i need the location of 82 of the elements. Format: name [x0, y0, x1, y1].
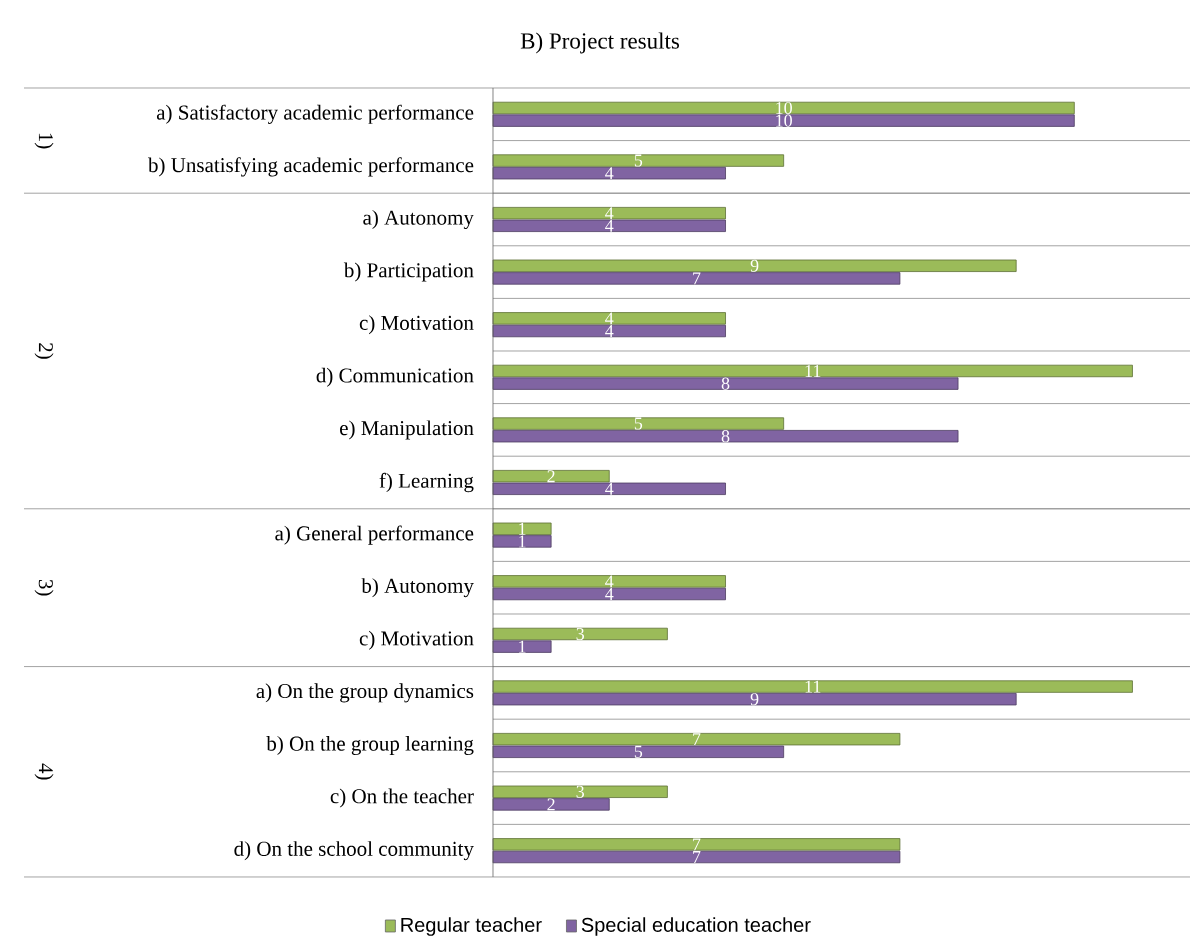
y-tick-label: c) Motivation — [359, 315, 474, 335]
bar — [492, 535, 552, 548]
bar — [492, 101, 1075, 115]
data-label: 5 — [634, 745, 643, 758]
data-label: 7 — [693, 851, 701, 863]
bar — [492, 732, 901, 746]
y-tick-label: c) Motivation — [359, 630, 474, 650]
bar — [492, 640, 552, 653]
data-label: 5 — [634, 154, 643, 167]
y-tick-label: b) On the group learning — [266, 735, 474, 756]
data-label: 3 — [576, 627, 585, 641]
y-tick-label: e) Manipulation — [340, 420, 474, 440]
data-label: 8 — [721, 430, 730, 443]
legend-label: Special education teacher — [581, 917, 811, 936]
data-label: 9 — [750, 259, 759, 272]
bar — [492, 324, 726, 338]
bar — [492, 417, 785, 430]
bar — [492, 219, 726, 232]
y-tick-label: d) Communication — [316, 367, 474, 387]
data-label: 4 — [605, 312, 614, 325]
y-tick-label: a) Autonomy — [363, 209, 474, 230]
bar — [492, 272, 901, 285]
data-label: 11 — [805, 365, 821, 377]
y-tick-label: f) Learning — [379, 472, 474, 493]
y-tick-label: a) Satisfactory academic performance — [156, 104, 474, 124]
bar — [492, 482, 726, 495]
y-tick-label: b) Autonomy — [361, 578, 474, 598]
data-label: 1 — [519, 535, 526, 548]
data-label: 9 — [750, 693, 759, 706]
data-label: 5 — [634, 417, 643, 430]
data-label: 2 — [547, 470, 555, 483]
text: 3) — [34, 579, 54, 596]
bar — [492, 114, 1075, 127]
data-label: 1 — [519, 522, 526, 535]
bar — [492, 167, 726, 180]
bar — [492, 745, 785, 758]
y-tick-label: b) Unsatisfying academic performance — [147, 157, 474, 177]
bar — [492, 259, 1017, 272]
y-tick-label: a) General performance — [275, 525, 474, 545]
y-tick-label: a) On the group dynamics — [256, 683, 474, 703]
data-label: 11 — [805, 680, 821, 693]
data-label: 7 — [693, 733, 701, 746]
bar — [492, 680, 1133, 693]
data-label: 4 — [605, 325, 614, 337]
bar — [492, 850, 901, 864]
data-label: 1 — [519, 640, 526, 653]
bar — [492, 206, 726, 220]
bar — [492, 838, 901, 851]
bar — [492, 627, 668, 641]
data-label: 7 — [693, 272, 701, 285]
bar — [492, 154, 785, 167]
data-label: 4 — [605, 219, 614, 232]
bar — [492, 469, 610, 483]
bar — [492, 430, 959, 443]
y-tick-label: d) On the school community — [234, 841, 474, 861]
chart-title: B) Project results — [520, 32, 680, 54]
legend-label: Regular teacher — [401, 917, 542, 936]
bar — [492, 693, 1017, 706]
y-tick-label: c) On the teacher — [330, 788, 474, 808]
bar — [492, 575, 726, 588]
bar — [492, 798, 610, 811]
bar — [492, 364, 1133, 378]
bar — [492, 785, 668, 798]
data-label: 8 — [721, 377, 730, 390]
data-label: 4 — [605, 482, 614, 495]
bar — [492, 312, 726, 325]
data-label: 4 — [605, 207, 614, 220]
data-label: 4 — [605, 588, 614, 600]
text: 1) — [34, 133, 54, 149]
text: 4) — [34, 763, 54, 780]
data-label: 10 — [776, 114, 792, 127]
data-label: 2 — [547, 798, 555, 811]
bar — [492, 377, 959, 390]
bar — [492, 522, 552, 535]
data-label: 4 — [605, 167, 614, 180]
data-label: 7 — [693, 838, 701, 851]
data-label: 4 — [605, 575, 614, 588]
data-label: 3 — [576, 785, 585, 798]
bar — [492, 587, 726, 601]
y-tick-label: b) Participation — [343, 262, 474, 282]
text: 2) — [34, 343, 54, 359]
data-label: 10 — [776, 101, 792, 115]
